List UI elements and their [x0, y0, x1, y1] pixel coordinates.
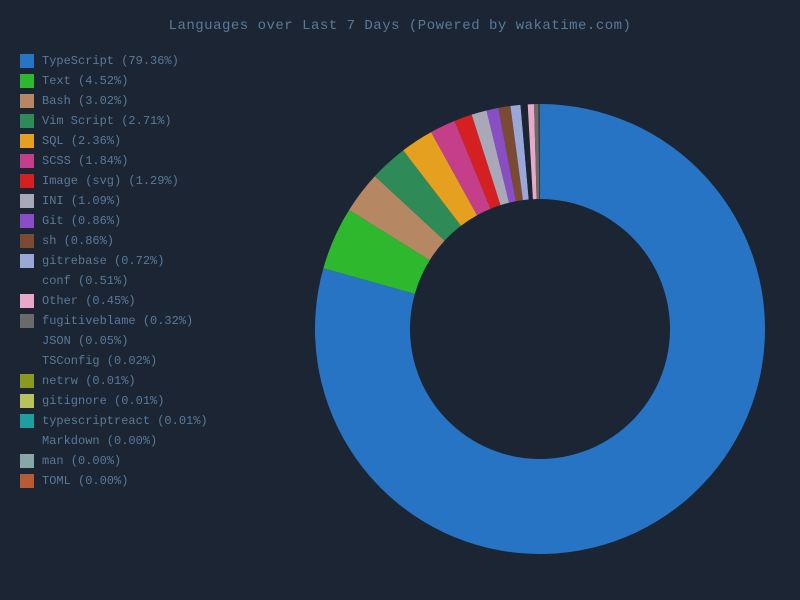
legend-swatch: [20, 174, 34, 188]
legend-swatch: [20, 314, 34, 328]
legend-label: fugitiveblame (0.32%): [42, 314, 193, 328]
donut-chart: [290, 49, 790, 579]
legend-label: JSON (0.05%): [42, 334, 128, 348]
legend-label: INI (1.09%): [42, 194, 121, 208]
legend-item: TOML (0.00%): [20, 474, 280, 488]
legend-item: man (0.00%): [20, 454, 280, 468]
legend-label: sh (0.86%): [42, 234, 114, 248]
legend-swatch: [20, 454, 34, 468]
legend-label: Git (0.86%): [42, 214, 121, 228]
legend-item: JSON (0.05%): [20, 334, 280, 348]
legend-item: Text (4.52%): [20, 74, 280, 88]
legend-item: Other (0.45%): [20, 294, 280, 308]
legend-item: fugitiveblame (0.32%): [20, 314, 280, 328]
legend-label: gitignore (0.01%): [42, 394, 164, 408]
legend-swatch: [20, 94, 34, 108]
legend-item: Bash (3.02%): [20, 94, 280, 108]
legend-label: netrw (0.01%): [42, 374, 136, 388]
legend-item: gitignore (0.01%): [20, 394, 280, 408]
legend-label: Text (4.52%): [42, 74, 128, 88]
legend: TypeScript (79.36%) Text (4.52%) Bash (3.0…: [0, 34, 280, 594]
legend-item: TypeScript (79.36%): [20, 54, 280, 68]
legend-swatch: [20, 474, 34, 488]
legend-label: SCSS (1.84%): [42, 154, 128, 168]
legend-label: conf (0.51%): [42, 274, 128, 288]
legend-item: SCSS (1.84%): [20, 154, 280, 168]
legend-swatch: [20, 234, 34, 248]
legend-label: Image (svg) (1.29%): [42, 174, 179, 188]
legend-swatch: [20, 294, 34, 308]
legend-swatch: [20, 354, 34, 368]
legend-swatch: [20, 334, 34, 348]
legend-item: conf (0.51%): [20, 274, 280, 288]
legend-item: Git (0.86%): [20, 214, 280, 228]
legend-swatch: [20, 74, 34, 88]
chart-area: [280, 34, 800, 594]
legend-swatch: [20, 254, 34, 268]
legend-label: typescriptreact (0.01%): [42, 414, 208, 428]
legend-swatch: [20, 394, 34, 408]
legend-swatch: [20, 414, 34, 428]
chart-title: Languages over Last 7 Days (Powered by w…: [0, 0, 800, 34]
legend-swatch: [20, 154, 34, 168]
legend-label: man (0.00%): [42, 454, 121, 468]
legend-item: Vim Script (2.71%): [20, 114, 280, 128]
legend-swatch: [20, 274, 34, 288]
legend-label: Vim Script (2.71%): [42, 114, 172, 128]
legend-label: TSConfig (0.02%): [42, 354, 157, 368]
legend-label: Markdown (0.00%): [42, 434, 157, 448]
legend-label: gitrebase (0.72%): [42, 254, 164, 268]
legend-item: sh (0.86%): [20, 234, 280, 248]
container: TypeScript (79.36%) Text (4.52%) Bash (3.0…: [0, 34, 800, 594]
legend-swatch: [20, 114, 34, 128]
legend-item: gitrebase (0.72%): [20, 254, 280, 268]
legend-item: TSConfig (0.02%): [20, 354, 280, 368]
legend-swatch: [20, 374, 34, 388]
legend-swatch: [20, 134, 34, 148]
legend-item: Markdown (0.00%): [20, 434, 280, 448]
legend-swatch: [20, 194, 34, 208]
legend-label: TOML (0.00%): [42, 474, 128, 488]
legend-item: typescriptreact (0.01%): [20, 414, 280, 428]
legend-label: Other (0.45%): [42, 294, 136, 308]
legend-label: TypeScript (79.36%): [42, 54, 179, 68]
legend-item: Image (svg) (1.29%): [20, 174, 280, 188]
legend-item: SQL (2.36%): [20, 134, 280, 148]
legend-swatch: [20, 434, 34, 448]
legend-label: Bash (3.02%): [42, 94, 128, 108]
legend-swatch: [20, 54, 34, 68]
legend-item: netrw (0.01%): [20, 374, 280, 388]
legend-item: INI (1.09%): [20, 194, 280, 208]
legend-label: SQL (2.36%): [42, 134, 121, 148]
legend-swatch: [20, 214, 34, 228]
